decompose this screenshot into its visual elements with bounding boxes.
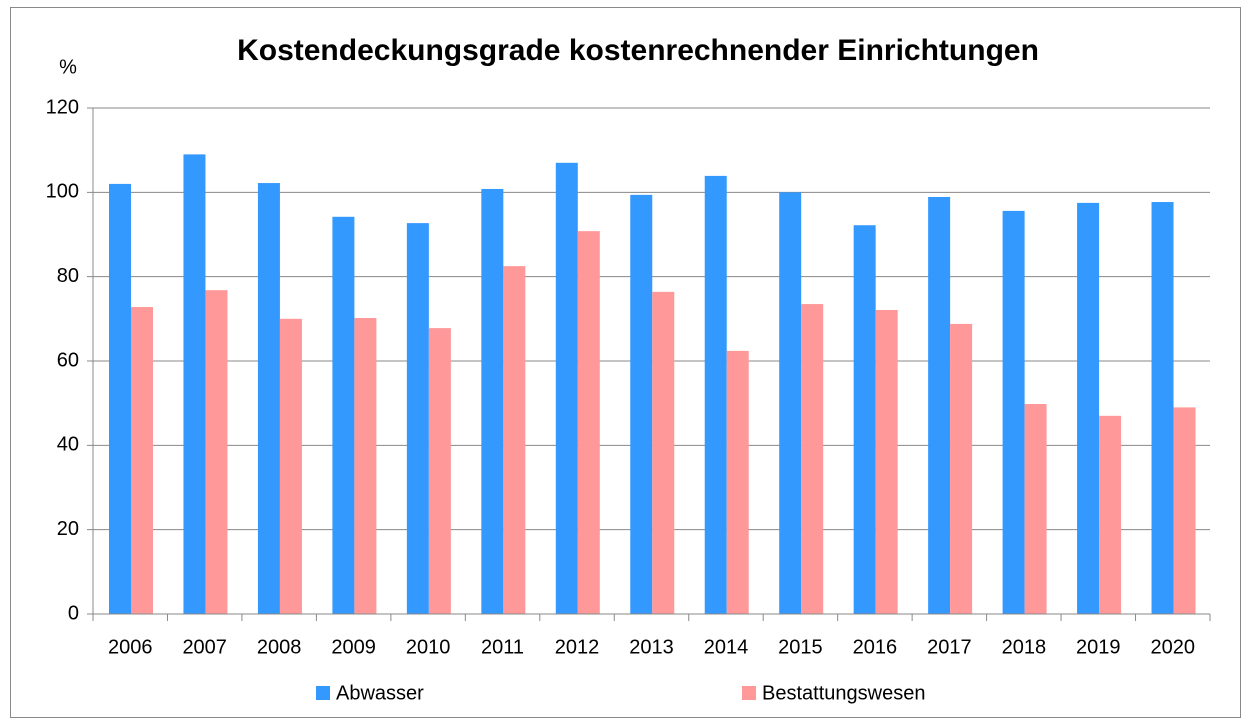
bar [875,309,898,614]
y-tick-label: 100 [46,181,79,203]
bar [1002,210,1025,615]
legend-label: Bestattungswesen [762,682,925,704]
bar [630,194,653,614]
bar [503,266,526,614]
legend-swatch [316,686,330,700]
x-tick-label: 2014 [704,636,749,658]
y-tick-label: 40 [57,434,79,456]
legend-label: Abwasser [336,682,424,704]
bar [1024,404,1047,614]
bar [406,223,429,615]
y-tick-label: 60 [57,349,79,371]
bar [801,304,824,614]
x-tick-label: 2020 [1151,636,1196,658]
bar [555,162,578,615]
bar [428,328,451,614]
x-tick-label: 2006 [108,636,153,658]
bar [183,154,206,614]
bar [577,231,600,615]
x-tick-label: 2007 [182,636,227,658]
x-tick-label: 2010 [406,636,451,658]
x-tick-label: 2008 [257,636,302,658]
y-tick-label: 20 [57,518,79,540]
bar [704,175,727,614]
bar [279,318,302,614]
bar [726,350,749,614]
y-tick-label: 0 [68,602,79,624]
x-tick-label: 2018 [1002,636,1047,658]
legend-swatch [742,686,756,700]
bar [853,225,876,614]
x-tick-label: 2013 [629,636,674,658]
y-tick-label: 120 [46,96,79,118]
chart-title: Kostendeckungsgrade kostenrechnender Ein… [237,34,1039,67]
bar [1173,407,1196,614]
y-axis-label: % [59,56,77,78]
bar [131,307,153,614]
x-tick-label: 2015 [778,636,823,658]
bar [1151,202,1174,614]
x-tick-label: 2009 [331,636,376,658]
bar [354,317,377,614]
x-tick-label: 2016 [853,636,898,658]
x-tick-label: 2017 [927,636,972,658]
bar [332,216,355,615]
x-tick-label: 2012 [555,636,600,658]
bar [652,291,675,614]
bar [257,183,280,614]
bar [928,196,951,614]
bar [779,192,802,615]
bar [481,188,504,614]
x-tick-label: 2019 [1076,636,1121,658]
bar [1099,415,1122,614]
y-tick-label: 80 [57,265,79,287]
bar [1077,202,1100,614]
bar [205,290,228,614]
bar [950,323,973,614]
bar [109,183,131,614]
x-tick-label: 2011 [481,636,524,658]
